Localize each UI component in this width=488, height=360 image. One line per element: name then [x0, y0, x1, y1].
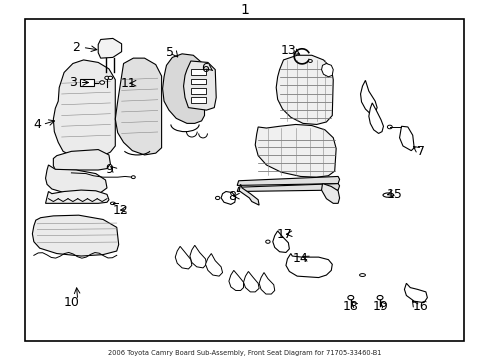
Text: 4: 4 — [33, 118, 41, 131]
Polygon shape — [259, 273, 274, 294]
Ellipse shape — [386, 125, 391, 129]
Polygon shape — [243, 271, 259, 292]
Bar — [190, 88, 206, 94]
Ellipse shape — [215, 196, 220, 199]
Polygon shape — [205, 253, 222, 276]
Polygon shape — [285, 253, 331, 278]
Polygon shape — [221, 192, 235, 204]
Text: 12: 12 — [112, 204, 128, 217]
Polygon shape — [162, 54, 204, 123]
Text: 15: 15 — [386, 188, 402, 201]
Polygon shape — [272, 231, 289, 252]
Text: 9: 9 — [105, 163, 113, 176]
Polygon shape — [189, 245, 206, 268]
Ellipse shape — [100, 81, 104, 84]
Text: 8: 8 — [228, 190, 236, 203]
Ellipse shape — [382, 193, 393, 197]
Text: 5: 5 — [166, 46, 174, 59]
Text: 18: 18 — [342, 300, 358, 313]
Ellipse shape — [131, 176, 135, 179]
Ellipse shape — [108, 76, 112, 80]
Polygon shape — [237, 184, 339, 192]
Text: 16: 16 — [412, 300, 428, 313]
Polygon shape — [53, 149, 110, 170]
Polygon shape — [32, 215, 119, 256]
Ellipse shape — [359, 274, 365, 276]
Polygon shape — [115, 58, 161, 155]
Text: 19: 19 — [371, 300, 387, 313]
Polygon shape — [237, 176, 339, 185]
Polygon shape — [228, 270, 243, 291]
Text: 10: 10 — [63, 296, 79, 309]
Text: 11: 11 — [121, 77, 136, 90]
Polygon shape — [239, 184, 259, 205]
Polygon shape — [53, 60, 115, 158]
Text: 13: 13 — [280, 44, 296, 57]
Polygon shape — [45, 165, 107, 194]
Ellipse shape — [110, 202, 115, 204]
Bar — [190, 69, 206, 75]
Ellipse shape — [347, 296, 353, 300]
Ellipse shape — [104, 76, 109, 80]
Text: 3: 3 — [69, 76, 77, 89]
Bar — [190, 78, 206, 84]
Ellipse shape — [308, 59, 312, 62]
Ellipse shape — [265, 240, 269, 243]
Text: 1: 1 — [240, 3, 248, 17]
Ellipse shape — [376, 296, 382, 300]
Polygon shape — [321, 184, 339, 203]
Text: 6: 6 — [201, 62, 209, 75]
Polygon shape — [98, 39, 122, 58]
Text: 2006 Toyota Camry Board Sub-Assembly, Front Seat Diagram for 71705-33460-B1: 2006 Toyota Camry Board Sub-Assembly, Fr… — [107, 350, 381, 356]
Text: 17: 17 — [277, 228, 292, 241]
Polygon shape — [45, 190, 109, 203]
Text: 7: 7 — [416, 145, 424, 158]
Text: 14: 14 — [292, 252, 308, 265]
Polygon shape — [404, 283, 427, 303]
Polygon shape — [399, 126, 413, 150]
Bar — [80, 79, 94, 86]
Polygon shape — [175, 246, 191, 269]
Polygon shape — [183, 61, 216, 110]
Polygon shape — [276, 55, 332, 125]
Polygon shape — [360, 80, 376, 114]
Polygon shape — [321, 63, 332, 77]
Polygon shape — [368, 103, 383, 134]
Polygon shape — [255, 125, 335, 177]
Bar — [190, 97, 206, 103]
Text: 2: 2 — [72, 41, 80, 54]
